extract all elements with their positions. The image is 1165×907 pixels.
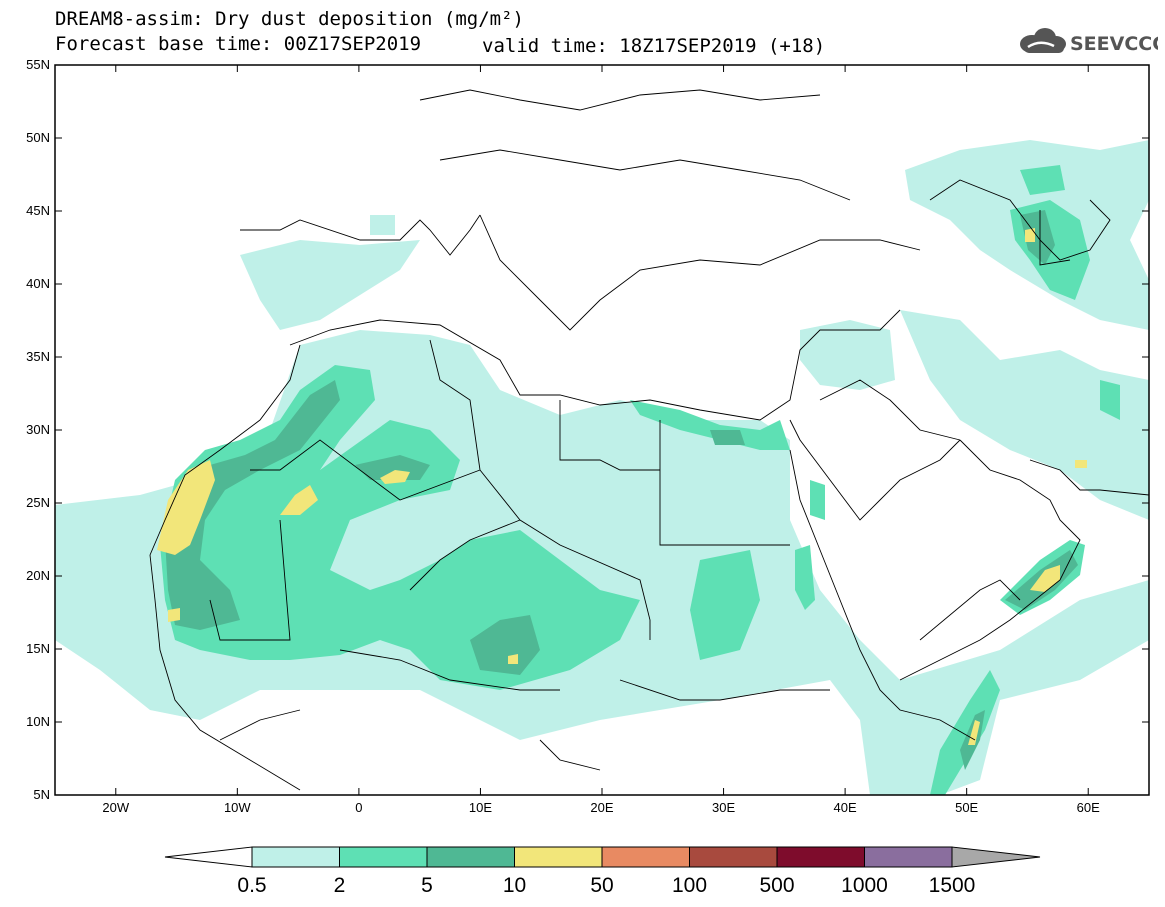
- colorbar-label: 0.5: [237, 874, 266, 897]
- colorbar-label: 500: [759, 874, 794, 897]
- colorbar-label: 5: [421, 874, 433, 897]
- coastlines-and-borders: [149, 89, 1149, 791]
- colorbar-box: [426, 846, 515, 868]
- lon-label: 20E: [590, 800, 613, 815]
- colorbar-box: [864, 846, 953, 868]
- colorbar-box: [251, 846, 340, 868]
- colorbar-label: 2: [334, 874, 346, 897]
- lat-label: 45N: [26, 203, 50, 218]
- colorbar: 0.5 2 5 10 50 100 500 1000 1500: [164, 846, 1041, 897]
- latitude-ticks: [55, 64, 1149, 796]
- lat-label: 40N: [26, 276, 50, 291]
- deposition-level-10: [157, 228, 1087, 745]
- lat-label: 20N: [26, 568, 50, 583]
- colorbar-box: [514, 846, 603, 868]
- lon-label: 40E: [834, 800, 857, 815]
- lon-label: 30E: [712, 800, 735, 815]
- colorbar-label: 1500: [929, 874, 976, 897]
- lon-label: 60E: [1077, 800, 1100, 815]
- colorbar-labels: 0.5 2 5 10 50 100 500 1000 1500: [237, 874, 975, 897]
- colorbar-boxes: [251, 846, 953, 868]
- latitude-labels: 55N 50N 45N 40N 35N 30N 25N 20N 15N 10N 5N: [26, 57, 50, 802]
- valid-time: valid time: 18Z17SEP2019 (+18): [482, 35, 826, 57]
- lat-label: 55N: [26, 57, 50, 72]
- logo-text: SEEVCCC: [1070, 33, 1158, 55]
- colorbar-box: [689, 846, 778, 868]
- lat-label: 25N: [26, 495, 50, 510]
- colorbar-label: 100: [672, 874, 707, 897]
- colorbar-box: [776, 846, 865, 868]
- colorbar-label: 1000: [841, 874, 888, 897]
- lat-label: 10N: [26, 714, 50, 729]
- longitude-ticks: [115, 65, 1089, 795]
- colorbar-label: 50: [590, 874, 613, 897]
- lat-label: 15N: [26, 641, 50, 656]
- dust-deposition-field: [55, 89, 1149, 795]
- longitude-labels: 20W 10W 0 10E 20E 30E 40E 50E 60E: [102, 800, 1100, 815]
- lat-label: 30N: [26, 422, 50, 437]
- lon-label: 10W: [224, 800, 251, 815]
- lon-label: 10E: [469, 800, 492, 815]
- lon-label: 0: [355, 800, 362, 815]
- forecast-base-time: Forecast base time: 00Z17SEP2019: [55, 33, 422, 55]
- colorbar-box: [339, 846, 428, 868]
- cloud-icon: [1020, 28, 1066, 53]
- lat-label: 5N: [33, 787, 50, 802]
- colorbar-box: [601, 846, 690, 868]
- colorbar-under-arrow: [164, 846, 253, 868]
- chart-title: DREAM8-assim: Dry dust deposition (mg/m²…: [55, 8, 524, 30]
- colorbar-over-arrow: [951, 846, 1041, 868]
- colorbar-label: 10: [503, 874, 526, 897]
- lat-label: 35N: [26, 349, 50, 364]
- lon-label: 20W: [102, 800, 129, 815]
- lat-label: 50N: [26, 130, 50, 145]
- lon-label: 50E: [955, 800, 978, 815]
- seevccc-logo: SEEVCCC: [1020, 28, 1158, 55]
